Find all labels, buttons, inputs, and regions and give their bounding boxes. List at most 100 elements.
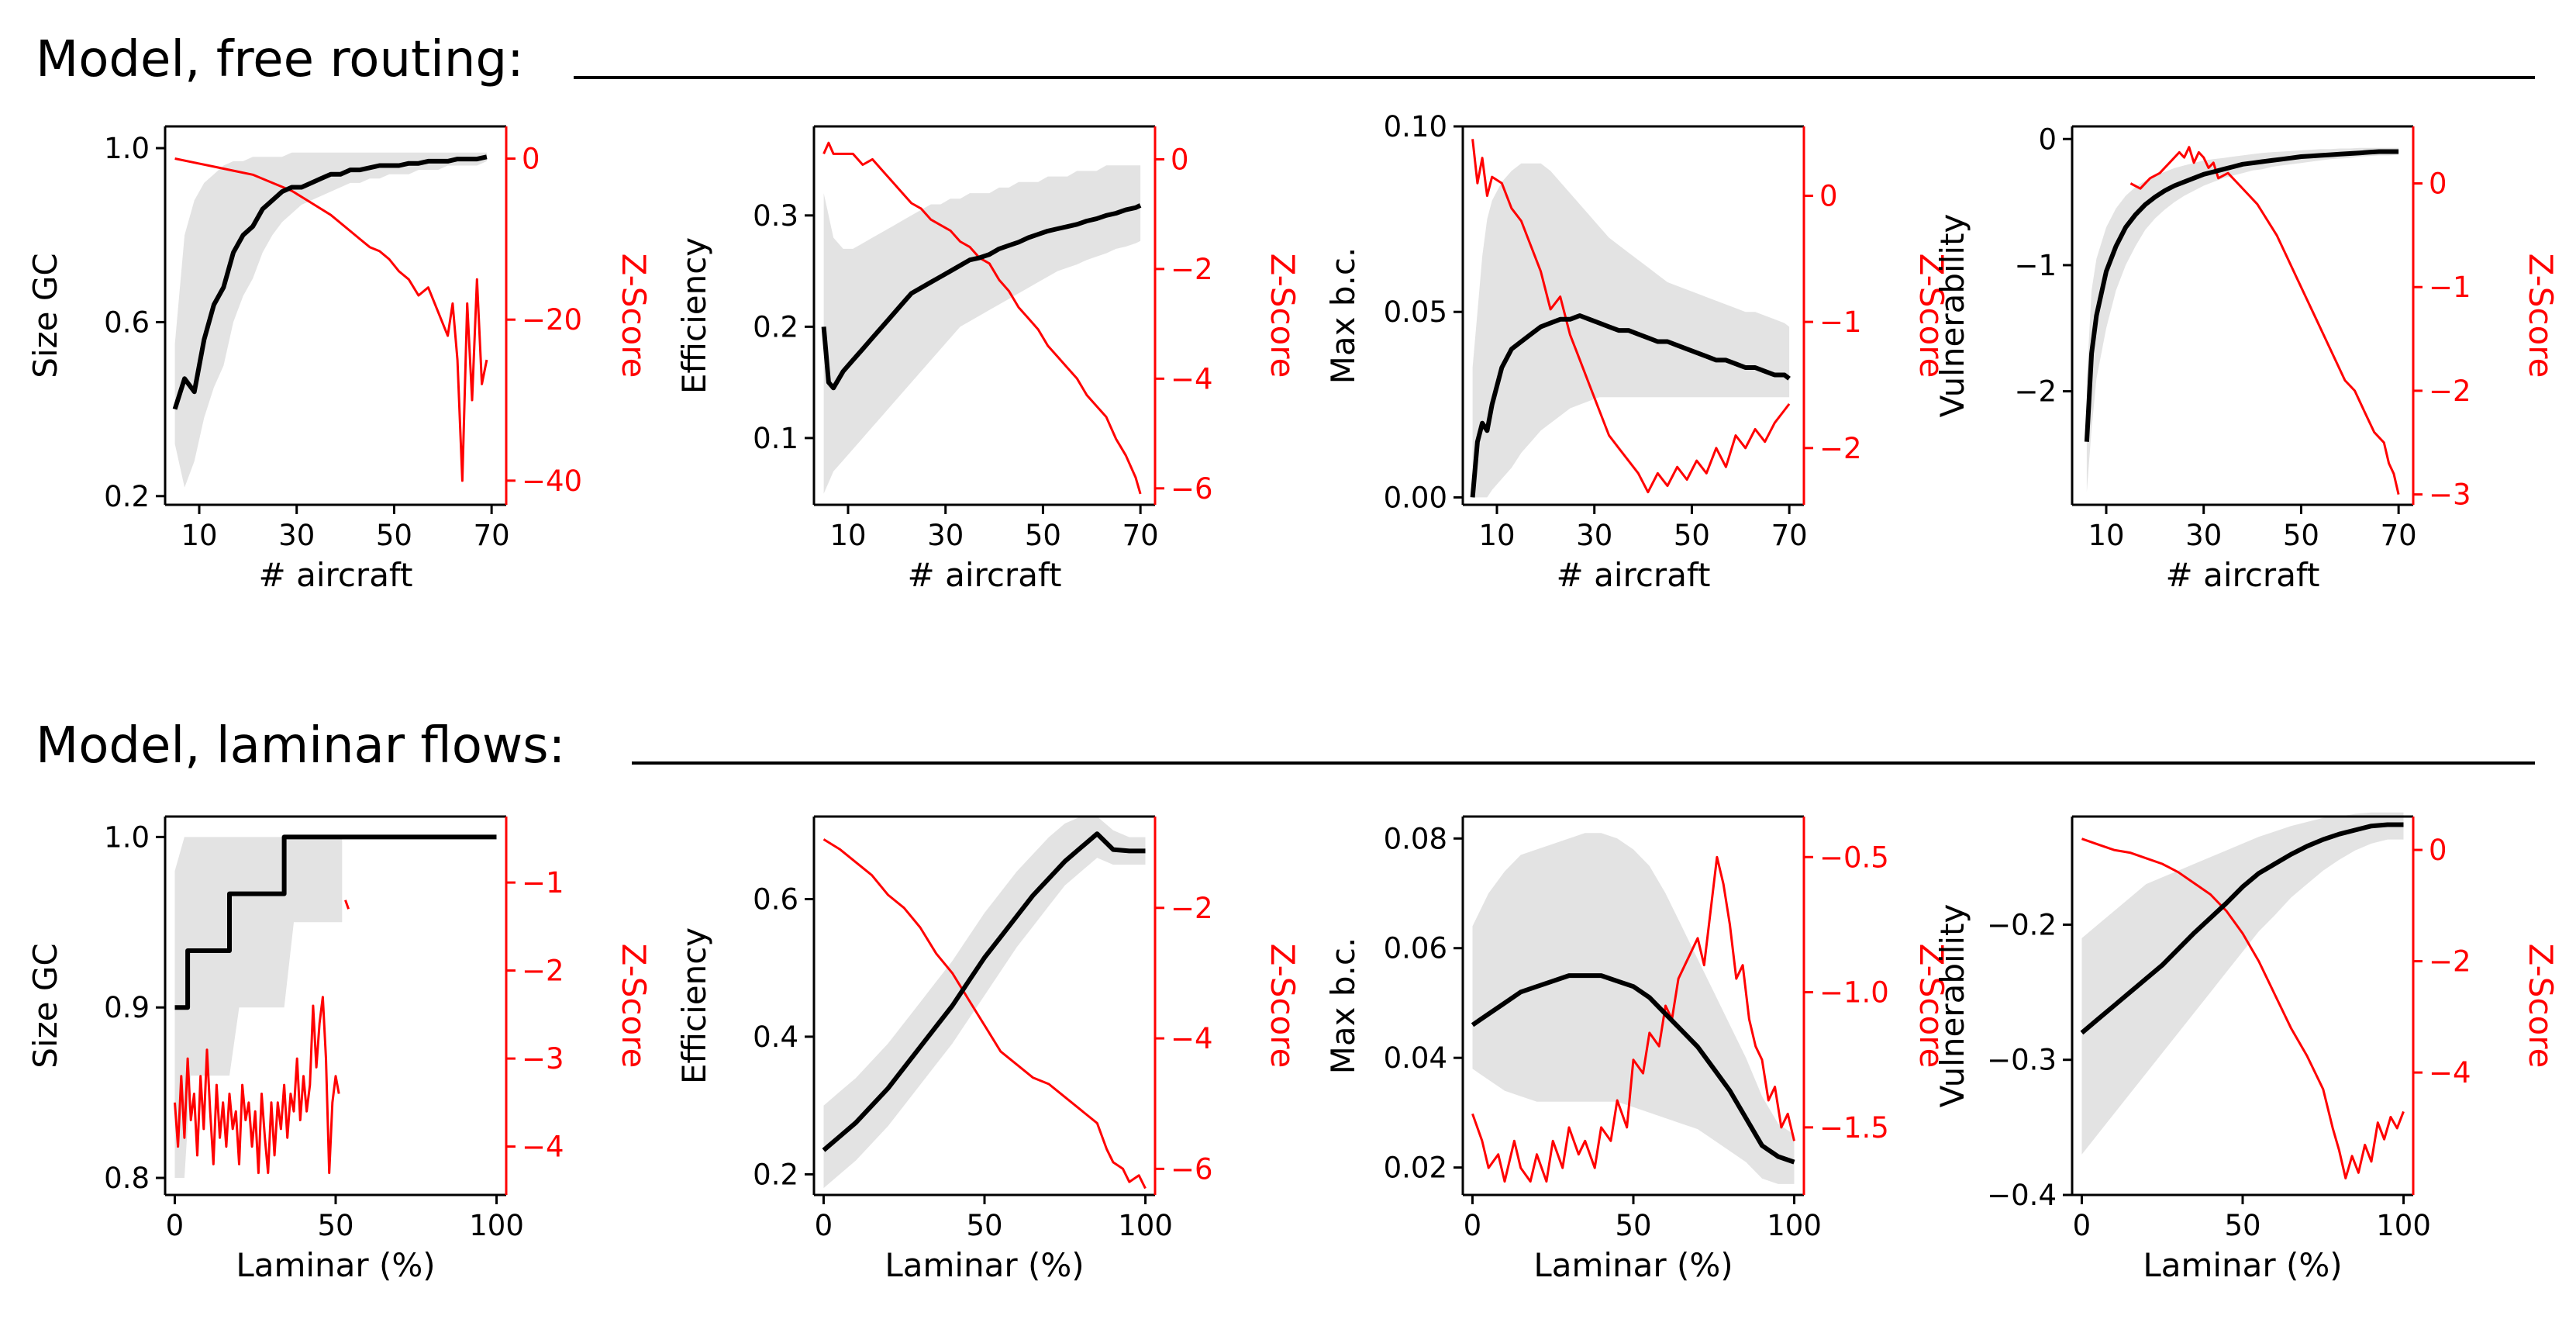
y2-axis-label: Z-Score	[1912, 944, 1950, 1069]
y2-tick-label: −2	[1171, 253, 1213, 286]
mean-line	[821, 203, 1142, 391]
variability-band	[174, 837, 343, 1178]
y-tick-label: 0.2	[753, 310, 798, 344]
x-axis-label: Laminar (%)	[2143, 1246, 2342, 1284]
variability-band	[174, 152, 487, 488]
x-tick-label: 0	[815, 1209, 833, 1242]
y-tick-label: −1	[2014, 249, 2057, 282]
y2-tick-label: −1.5	[1819, 1111, 1889, 1145]
y-tick-label: 0.8	[104, 1162, 150, 1195]
row-rule-free-routing	[574, 76, 2535, 79]
y2-tick-label: −4	[1171, 362, 1213, 395]
zscore-line	[1471, 139, 1791, 494]
y2-tick-label: −6	[1171, 472, 1213, 506]
y2-tick-label: −2	[2429, 375, 2471, 408]
y-axis-label: Max b.c.	[1324, 247, 1362, 385]
y2-tick-label: 0	[1819, 179, 1838, 212]
x-tick-label: 50	[1615, 1209, 1651, 1242]
x-tick-label: 10	[181, 519, 217, 552]
x-tick-label: 10	[2088, 519, 2124, 552]
y2-axis-label: Z-Score	[1264, 944, 1302, 1069]
chart-panel-lf-maxbc: 0 50 100 0.02 0.04 0.06 0.08 −1.5 −1.0 −0.5 Lamina…	[1324, 815, 1950, 1284]
x-tick-label: 70	[1122, 519, 1159, 552]
x-tick-label: 0	[166, 1209, 184, 1242]
y-tick-label: 0	[2038, 123, 2057, 156]
x-tick-label: 50	[376, 519, 412, 552]
x-axis-label: Laminar (%)	[236, 1246, 435, 1284]
row-title-free-routing: Model, free routing:	[36, 31, 524, 88]
y-axis-label: Vulnerability	[1933, 214, 1971, 418]
x-tick-label: 30	[2185, 519, 2222, 552]
y-tick-label: 0.2	[753, 1158, 798, 1191]
x-axis-label: Laminar (%)	[885, 1246, 1084, 1284]
zscore-line	[2081, 837, 2405, 1179]
x-tick-label: 70	[1771, 519, 1808, 552]
y2-axis-label: Z-Score	[1264, 254, 1302, 378]
y-tick-label: 0.02	[1384, 1152, 1447, 1185]
variability-band	[2086, 147, 2399, 492]
y2-tick-label: 0	[2429, 834, 2447, 867]
y2-tick-label: 0	[522, 143, 540, 176]
x-tick-label: 50	[317, 1209, 353, 1242]
y2-tick-label: −0.5	[1819, 841, 1889, 874]
x-tick-label: 50	[2283, 519, 2319, 552]
mean-line	[1470, 313, 1791, 498]
y-tick-label: 0.10	[1384, 110, 1447, 143]
chart-panel-fr-maxbc: 10 30 50 70 0.00 0.05 0.10 −2 −1 0 # aircraft Max b…	[1324, 110, 1950, 594]
y-axis-label: Max b.c.	[1324, 938, 1362, 1075]
y-tick-label: 0.6	[753, 882, 798, 916]
x-tick-label: 50	[966, 1209, 1002, 1242]
zscore-line	[174, 157, 488, 482]
row-title-laminar-flows: Model, laminar flows:	[36, 717, 566, 775]
chart-panel-fr-eff: 10 30 50 70 0.1 0.2 0.3 −6 −4 −2 0 # aircraft Effici…	[675, 125, 1302, 594]
y2-axis-label: Z-Score	[2522, 944, 2560, 1069]
x-axis-label: # aircraft	[908, 556, 1062, 594]
y-tick-label: 0.4	[753, 1020, 798, 1054]
chart-panel-lf-vul: 0 50 100 −0.4 −0.3 −0.2 −4 −2 0 Laminar (%) Vulner…	[1933, 812, 2560, 1284]
x-tick-label: 70	[2381, 519, 2417, 552]
mean-line	[2080, 822, 2404, 1035]
y2-tick-label: −3	[522, 1042, 564, 1076]
x-axis-label: # aircraft	[1557, 556, 1711, 594]
y2-tick-label: −1	[1819, 306, 1862, 339]
y-tick-label: 0.9	[104, 991, 150, 1024]
y-axis-label: Efficiency	[675, 927, 713, 1084]
y2-tick-label: −40	[522, 464, 582, 498]
y2-axis-label: Z-Score	[1912, 254, 1950, 378]
y2-tick-label: −20	[522, 303, 582, 337]
y2-tick-label: −4	[1171, 1022, 1213, 1055]
x-tick-label: 100	[1767, 1209, 1822, 1242]
y-tick-label: 0.00	[1384, 481, 1447, 514]
zscore-line	[174, 996, 340, 1175]
x-tick-label: 30	[278, 519, 315, 552]
chart-panel-lf-eff: 0 50 100 0.2 0.4 0.6 −6 −4 −2 Laminar (%) Efficien…	[675, 815, 1302, 1284]
y-axis-label: Size GC	[26, 253, 64, 378]
y2-tick-label: −1.0	[1819, 976, 1889, 1010]
y2-tick-label: 0	[2429, 167, 2447, 201]
x-tick-label: 0	[2073, 1209, 2091, 1242]
mean-line	[174, 834, 497, 1010]
chart-panel-fr-vul: 10 30 50 70 −2 −1 0 −3 −2 −1 0 # aircraft Vulnerabil…	[1933, 123, 2560, 594]
y2-tick-label: 0	[1171, 143, 1189, 176]
y-tick-label: −0.4	[1987, 1179, 2057, 1212]
y-tick-label: 0.1	[753, 422, 798, 455]
mean-line	[1471, 973, 1795, 1165]
y-tick-label: 0.6	[104, 306, 150, 339]
y-tick-label: −0.2	[1987, 908, 2057, 941]
x-axis-label: Laminar (%)	[1533, 1246, 1733, 1284]
x-axis-label: # aircraft	[259, 556, 413, 594]
zscore-line	[1471, 855, 1795, 1183]
x-tick-label: 50	[2224, 1209, 2260, 1242]
y-tick-label: 1.0	[104, 132, 150, 165]
x-tick-label: 70	[474, 519, 510, 552]
zscore-line	[822, 838, 1147, 1190]
variability-band	[823, 165, 1141, 494]
x-tick-label: 50	[1025, 519, 1061, 552]
variability-band	[823, 817, 1146, 1189]
mean-line	[2084, 149, 2399, 442]
y2-tick-label: −4	[2429, 1056, 2471, 1089]
x-tick-label: 10	[829, 519, 866, 552]
variability-band	[1472, 833, 1795, 1184]
y2-tick-label: −6	[1171, 1152, 1213, 1186]
